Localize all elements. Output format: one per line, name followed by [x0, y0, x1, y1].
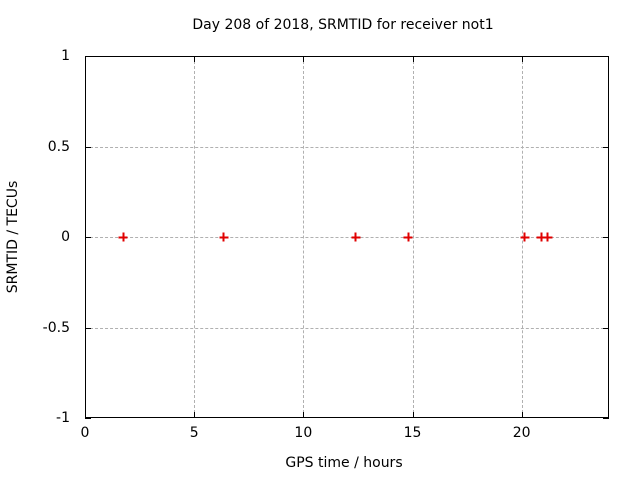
chart-title: Day 208 of 2018, SRMTID for receiver not…	[192, 17, 494, 33]
x-tick-mark	[521, 412, 523, 418]
horizontal-gridline	[85, 146, 609, 148]
y-tick-mark	[85, 146, 91, 148]
data-point-marker	[351, 232, 361, 242]
plot-area	[85, 56, 609, 419]
y-tick-mark	[603, 418, 609, 419]
y-tick-label: 0	[61, 229, 70, 245]
data-point-marker	[536, 232, 546, 242]
x-tick-mark	[303, 56, 305, 62]
y-tick-label: 0.5	[47, 138, 70, 155]
x-tick-mark	[412, 412, 414, 418]
y-tick-mark	[85, 418, 91, 419]
y-tick-label: 1	[61, 48, 70, 64]
data-point-marker	[403, 232, 413, 242]
data-point-marker	[543, 232, 553, 242]
data-point-marker	[520, 232, 530, 242]
x-tick-label: 5	[189, 425, 199, 441]
y-tick-mark	[85, 56, 91, 57]
y-tick-mark	[85, 327, 91, 329]
y-tick-mark	[603, 237, 609, 238]
y-tick-mark	[85, 237, 91, 238]
x-tick-label: 0	[80, 425, 90, 441]
y-tick-label: -0.5	[42, 319, 70, 336]
y-tick-mark	[603, 327, 609, 329]
x-tick-mark	[521, 56, 523, 62]
x-tick-mark	[303, 412, 305, 418]
data-point-marker	[118, 232, 128, 242]
x-tick-label: 20	[512, 425, 531, 441]
x-tick-mark	[412, 56, 414, 62]
horizontal-gridline	[85, 327, 609, 329]
x-axis-title: GPS time / hours	[285, 455, 403, 471]
x-tick-mark	[194, 412, 196, 418]
data-point-marker	[219, 232, 229, 242]
x-tick-label: 15	[403, 425, 422, 441]
y-tick-mark	[603, 146, 609, 148]
y-tick-mark	[603, 56, 609, 57]
x-tick-mark	[85, 56, 86, 62]
x-tick-label: 10	[294, 425, 313, 441]
x-tick-mark	[194, 56, 196, 62]
y-tick-label: -1	[56, 410, 70, 426]
x-tick-mark	[85, 412, 86, 418]
horizontal-gridline	[85, 237, 609, 238]
